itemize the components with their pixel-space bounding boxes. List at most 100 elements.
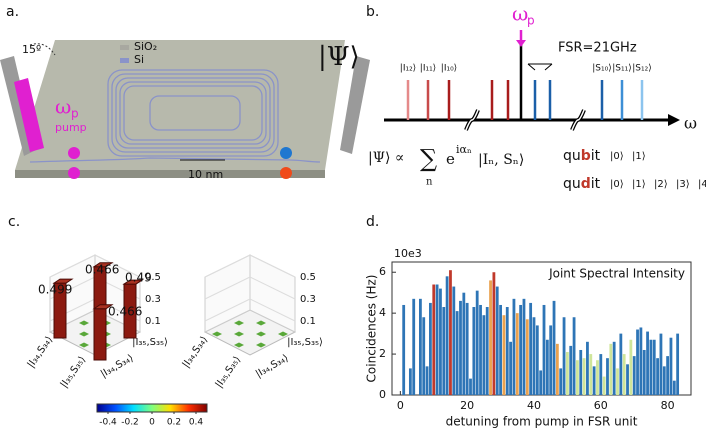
bar xyxy=(606,358,609,395)
bar xyxy=(469,379,472,395)
y-tick-label: 6 xyxy=(379,265,386,278)
bar xyxy=(442,307,445,395)
bar xyxy=(546,340,549,395)
bar xyxy=(419,299,422,395)
state: |0⟩ xyxy=(610,179,624,190)
bar xyxy=(676,334,679,395)
qubit-label: qubit xyxy=(563,148,601,164)
bar xyxy=(519,305,522,395)
colorbar-tick-label: -0.4 xyxy=(99,418,117,428)
bar xyxy=(583,358,586,395)
formula: |Ψ⟩ ∝ xyxy=(368,150,404,166)
axis-label: |I₃₄,S₃₄⟩ xyxy=(254,353,291,380)
z-tick-label: 0.1 xyxy=(145,316,161,327)
dot xyxy=(68,147,80,159)
pump-label: pump xyxy=(55,121,87,134)
bar xyxy=(452,287,455,395)
bar xyxy=(556,344,559,395)
bar xyxy=(529,303,532,395)
bar xyxy=(489,280,492,395)
bar xyxy=(563,317,566,395)
bar xyxy=(633,356,636,395)
bar xyxy=(579,350,582,395)
bar xyxy=(432,285,435,395)
bar xyxy=(513,299,516,395)
bar xyxy=(543,305,546,395)
formula: ∑ xyxy=(420,145,437,173)
state: |2⟩ xyxy=(654,179,668,190)
formula: |Iₙ, Sₙ⟩ xyxy=(478,152,524,168)
bar xyxy=(639,327,642,395)
x-axis-label: detuning from pump in FSR unit xyxy=(446,415,638,429)
bar xyxy=(573,317,576,395)
bar xyxy=(666,356,669,395)
bar xyxy=(566,352,569,395)
bar xyxy=(599,354,602,395)
bar xyxy=(472,307,475,395)
ket-label: |I₁₂⟩ xyxy=(400,64,416,74)
bar xyxy=(656,358,659,395)
bar xyxy=(412,299,415,395)
bar xyxy=(462,293,465,395)
bar xyxy=(482,315,485,395)
bar xyxy=(506,307,509,395)
qudit-label: qudit xyxy=(563,176,601,192)
fsr-label: FSR=21GHz xyxy=(558,41,637,56)
bar xyxy=(670,338,673,395)
z-tick-label: 0.5 xyxy=(300,272,316,283)
bar xyxy=(429,303,432,395)
bar xyxy=(596,360,599,395)
value-label: 0.49 xyxy=(125,271,152,285)
axis-label: |I₃₅,S₃₅⟩ xyxy=(214,354,244,390)
colorbar-tick-label: 0 xyxy=(149,418,155,428)
bar-3d xyxy=(94,309,106,360)
z-tick-label: 0.3 xyxy=(145,294,161,305)
bar xyxy=(536,325,539,395)
axis-multiplier: 10e3 xyxy=(394,247,422,260)
bar xyxy=(539,370,542,395)
dot xyxy=(280,147,292,159)
bar xyxy=(646,332,649,395)
y-tick-label: 0 xyxy=(379,388,386,401)
bar xyxy=(603,377,606,395)
state-label: |Ψ⟩ xyxy=(318,42,360,72)
bar xyxy=(439,289,442,395)
value-label: 0.466 xyxy=(85,263,119,277)
bar xyxy=(559,368,562,395)
bar xyxy=(660,334,663,395)
state: |3⟩ xyxy=(676,179,690,190)
panel-label: a. xyxy=(6,4,19,20)
bar xyxy=(613,342,616,395)
panel-label: c. xyxy=(8,214,20,230)
legend-swatch xyxy=(120,45,129,50)
z-tick-label: 0.1 xyxy=(300,316,316,327)
bar xyxy=(479,305,482,395)
x-tick-label: 20 xyxy=(460,399,474,412)
z-tick-label: 0.3 xyxy=(300,294,316,305)
figure: a. SiO₂ Si 15º ω p pump 10 nm |Ψ⟩ b. ω p… xyxy=(0,0,706,434)
bar xyxy=(509,342,512,395)
axis-label: ω xyxy=(684,114,697,133)
bar xyxy=(586,342,589,395)
axis-label: |I₃₅,S₃₅⟩ xyxy=(59,354,89,390)
legend-swatch xyxy=(120,58,129,63)
bar xyxy=(553,301,556,395)
bar xyxy=(643,350,646,395)
colorbar-tick-label: 0.4 xyxy=(189,418,204,428)
bar xyxy=(650,340,653,395)
ket-label: |S₁₁⟩ xyxy=(612,64,631,74)
bar xyxy=(593,366,596,395)
chip-edge xyxy=(15,170,325,178)
bar xyxy=(492,272,495,395)
bar xyxy=(663,366,666,395)
bar xyxy=(636,330,639,395)
bar xyxy=(503,315,506,395)
bar xyxy=(673,381,676,395)
axis-label: |I₃₅,S₃₅⟩ xyxy=(287,337,323,348)
ket-label: |S₁₀⟩ xyxy=(592,64,611,74)
value-label: 0.499 xyxy=(38,283,72,297)
state: |0⟩ xyxy=(610,151,624,162)
bar xyxy=(422,317,425,395)
bar xyxy=(402,305,405,395)
scale-label: 10 nm xyxy=(188,168,223,181)
